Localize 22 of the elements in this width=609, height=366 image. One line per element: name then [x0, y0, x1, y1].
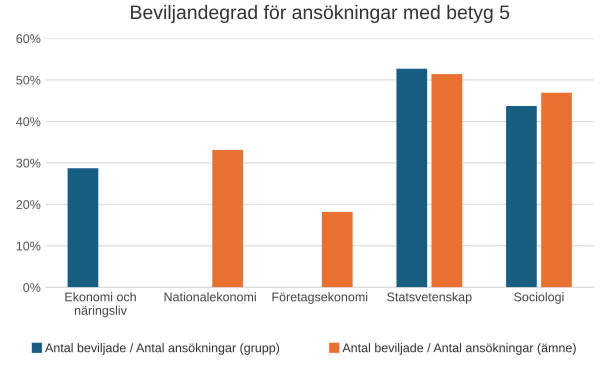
- bar: [541, 92, 572, 288]
- y-tick-label: 40%: [16, 117, 40, 126]
- y-tick-label: 20%: [16, 200, 40, 209]
- chart-title: Beviljandegrad för ansökningar med betyg 5: [131, 4, 510, 24]
- bar: [396, 68, 428, 288]
- bar: [68, 168, 98, 288]
- bar: [506, 106, 537, 288]
- bar: [212, 150, 243, 288]
- y-tick-label: 0%: [23, 283, 40, 292]
- y-tick-label: 60%: [16, 34, 40, 44]
- x-tick-label: Nationalekonomi: [164, 292, 256, 302]
- legend-label: Antal beviljade / Antal ansökningar (ämne): [342, 343, 576, 355]
- legend-label: Antal beviljade / Antal ansökningar (grupp): [45, 343, 280, 355]
- x-tick-label: Företagsekonomi: [272, 292, 368, 304]
- x-tick-label: Statsvetenskap: [387, 292, 472, 304]
- y-tick-label: 30%: [16, 158, 40, 168]
- x-tick-label: Sociologi: [514, 292, 564, 304]
- y-tick-label: 50%: [16, 76, 40, 85]
- bar: [432, 74, 462, 288]
- x-tick-label: Ekonomi och näringsliv: [65, 292, 136, 318]
- bar: [322, 212, 353, 288]
- y-tick-label: 10%: [16, 242, 40, 250]
